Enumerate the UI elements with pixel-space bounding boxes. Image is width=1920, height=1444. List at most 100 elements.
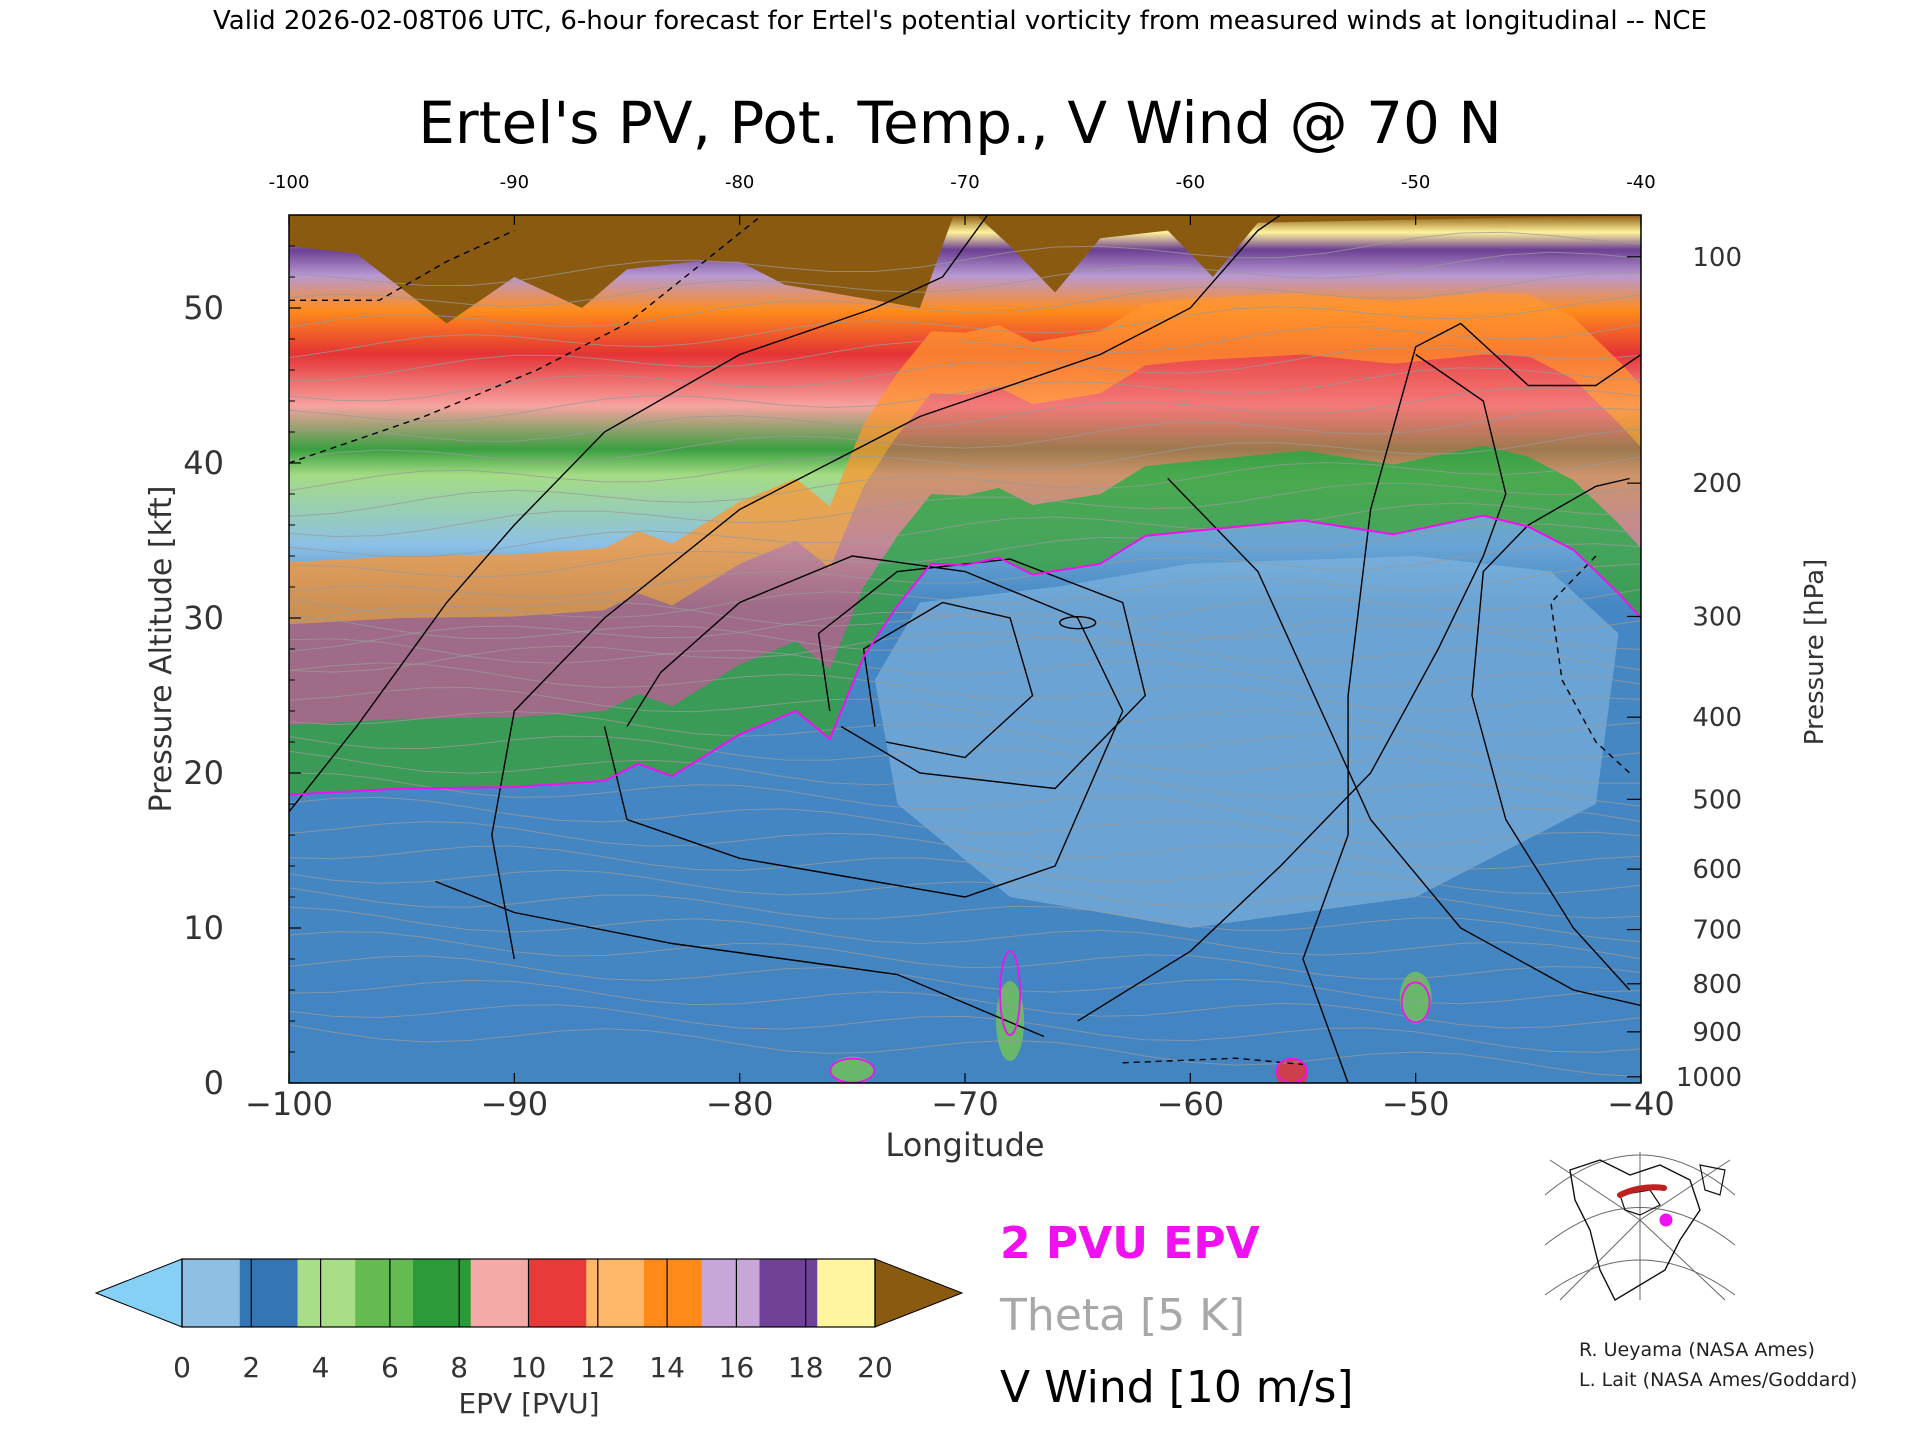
theta-contour — [289, 588, 1641, 652]
x-top-tick-label: -90 — [500, 172, 529, 193]
v-wind-contour — [817, 558, 1147, 790]
theta-contour — [289, 294, 1641, 359]
pv-light-region — [874, 556, 1619, 928]
colorbar-segment — [701, 1259, 760, 1327]
y-axis-label: Pressure Altitude [kft] — [144, 486, 179, 813]
theta-contour — [289, 563, 1641, 624]
pv-green-band — [289, 445, 1641, 795]
pressure-tick-label: 300 — [1692, 602, 1742, 632]
theta-contour — [289, 869, 1641, 919]
theta-contour — [289, 543, 1641, 598]
colorbar-arrow-low — [94, 1258, 183, 1328]
legend-item-epv: 2 PVU EPV — [1000, 1218, 1260, 1269]
theta-contour — [289, 887, 1641, 943]
x-tick-label: −60 — [1157, 1085, 1225, 1123]
theta-contour — [289, 979, 1641, 1029]
pressure-tick-label: 700 — [1692, 916, 1742, 946]
v-wind-contour — [603, 555, 1124, 898]
legend-item-vwind: V Wind [10 m/s] — [1000, 1362, 1354, 1413]
theta-contour — [289, 598, 1641, 650]
x-tick-label: −100 — [245, 1085, 333, 1123]
theta-contour — [289, 387, 1641, 442]
colorbar-segment — [528, 1259, 587, 1327]
theta-contour — [289, 638, 1641, 687]
pv-orange-band — [289, 292, 1641, 625]
legend-item-theta: Theta [5 K] — [999, 1290, 1245, 1341]
colorbar-segment — [759, 1259, 818, 1327]
theta-contour — [289, 686, 1641, 736]
pressure-tick-label: 800 — [1692, 970, 1742, 1000]
v-wind-contour — [1471, 477, 1631, 991]
colorbar-arrow-high — [874, 1258, 964, 1328]
theta-contour — [289, 367, 1641, 422]
locator-map-image — [1538, 1150, 1738, 1305]
pv-2pvu-line — [1400, 981, 1431, 1024]
colorbar-segment — [470, 1259, 529, 1327]
colorbar-tick-label: 10 — [511, 1351, 547, 1384]
v-wind-contour — [1058, 615, 1097, 630]
colorbar-tick-label: 12 — [580, 1351, 616, 1384]
pv-2pvu-line — [999, 950, 1021, 1036]
theta-contour — [289, 522, 1641, 578]
y-tick-label: 30 — [183, 599, 224, 637]
theta-contour — [289, 502, 1641, 558]
v-wind-contour — [1077, 353, 1507, 1022]
pv-low-level-blob — [1275, 1059, 1308, 1083]
header-text: Valid 2026-02-08T06 UTC, 6-hour forecast… — [213, 6, 1707, 36]
colorbar-segment — [586, 1259, 645, 1327]
colorbar: 0 2 4 6 8 10 12 14 16 18 20 — [94, 1258, 964, 1384]
pv-2pvu-line — [289, 514, 1641, 796]
y-tick-label: 20 — [183, 754, 224, 792]
theta-contour — [289, 772, 1641, 823]
theta-contour — [289, 272, 1641, 328]
theta-contour — [289, 231, 1641, 287]
x-tick-label: −70 — [931, 1085, 999, 1123]
colorbar-segment — [644, 1259, 703, 1327]
chart-title: Ertel's PV, Pot. Temp., V Wind @ 70 N — [418, 89, 1501, 157]
theta-contour — [289, 821, 1641, 870]
theta-contour — [289, 931, 1641, 980]
v-wind-contour — [435, 880, 1045, 1038]
theta-contour — [289, 456, 1641, 517]
theta-contour — [289, 323, 1641, 382]
x-axis-label: Longitude — [885, 1126, 1044, 1164]
v-wind-contour — [1302, 322, 1641, 1083]
colorbar-segment — [413, 1259, 472, 1327]
colorbar-tick-label: 2 — [242, 1351, 260, 1384]
pressure-tick-label: 1000 — [1676, 1063, 1742, 1093]
theta-contour — [289, 955, 1641, 1005]
v-wind-contour — [1167, 478, 1641, 1007]
x-tick-label: −50 — [1382, 1085, 1450, 1123]
x-top-tick-label: -60 — [1176, 172, 1205, 193]
v-wind-contour — [1550, 555, 1631, 774]
pressure-tick-label: 400 — [1692, 703, 1742, 733]
x-top-tick-label: -40 — [1626, 172, 1655, 193]
colorbar-label: EPV [PVU] — [458, 1387, 599, 1420]
x-top-tick-label: -100 — [269, 172, 310, 193]
v-wind-contour — [289, 229, 515, 301]
plot-area — [288, 214, 1642, 1084]
legend: 2 PVU EPV Theta [5 K] V Wind [10 m/s] — [999, 1218, 1354, 1413]
theta-contour — [289, 735, 1641, 784]
y-tick-label: 50 — [183, 289, 224, 327]
x-tick-label: −40 — [1607, 1085, 1675, 1123]
v-wind-contour — [289, 215, 989, 813]
colorbar-tick-label: 20 — [857, 1351, 893, 1384]
x-top-tick-label: -50 — [1401, 172, 1430, 193]
theta-contour — [289, 482, 1641, 538]
colorbar-segment — [817, 1259, 876, 1327]
colorbar-tick-label: 16 — [719, 1351, 755, 1384]
theta-contour — [289, 428, 1641, 492]
x-top-tick-label: -80 — [725, 172, 754, 193]
theta-contour — [289, 662, 1641, 712]
v-wind-contour — [289, 215, 763, 464]
y2-axis-label: Pressure [hPa] — [1800, 559, 1830, 746]
theta-contour — [289, 1024, 1641, 1078]
v-wind-contour — [862, 601, 1034, 759]
y-tick-label: 0 — [204, 1064, 224, 1102]
pv-red-band — [289, 354, 1641, 725]
pv-brown-cap — [289, 215, 1641, 324]
colorbar-segment — [297, 1259, 356, 1327]
colorbar-tick-label: 4 — [312, 1351, 330, 1384]
